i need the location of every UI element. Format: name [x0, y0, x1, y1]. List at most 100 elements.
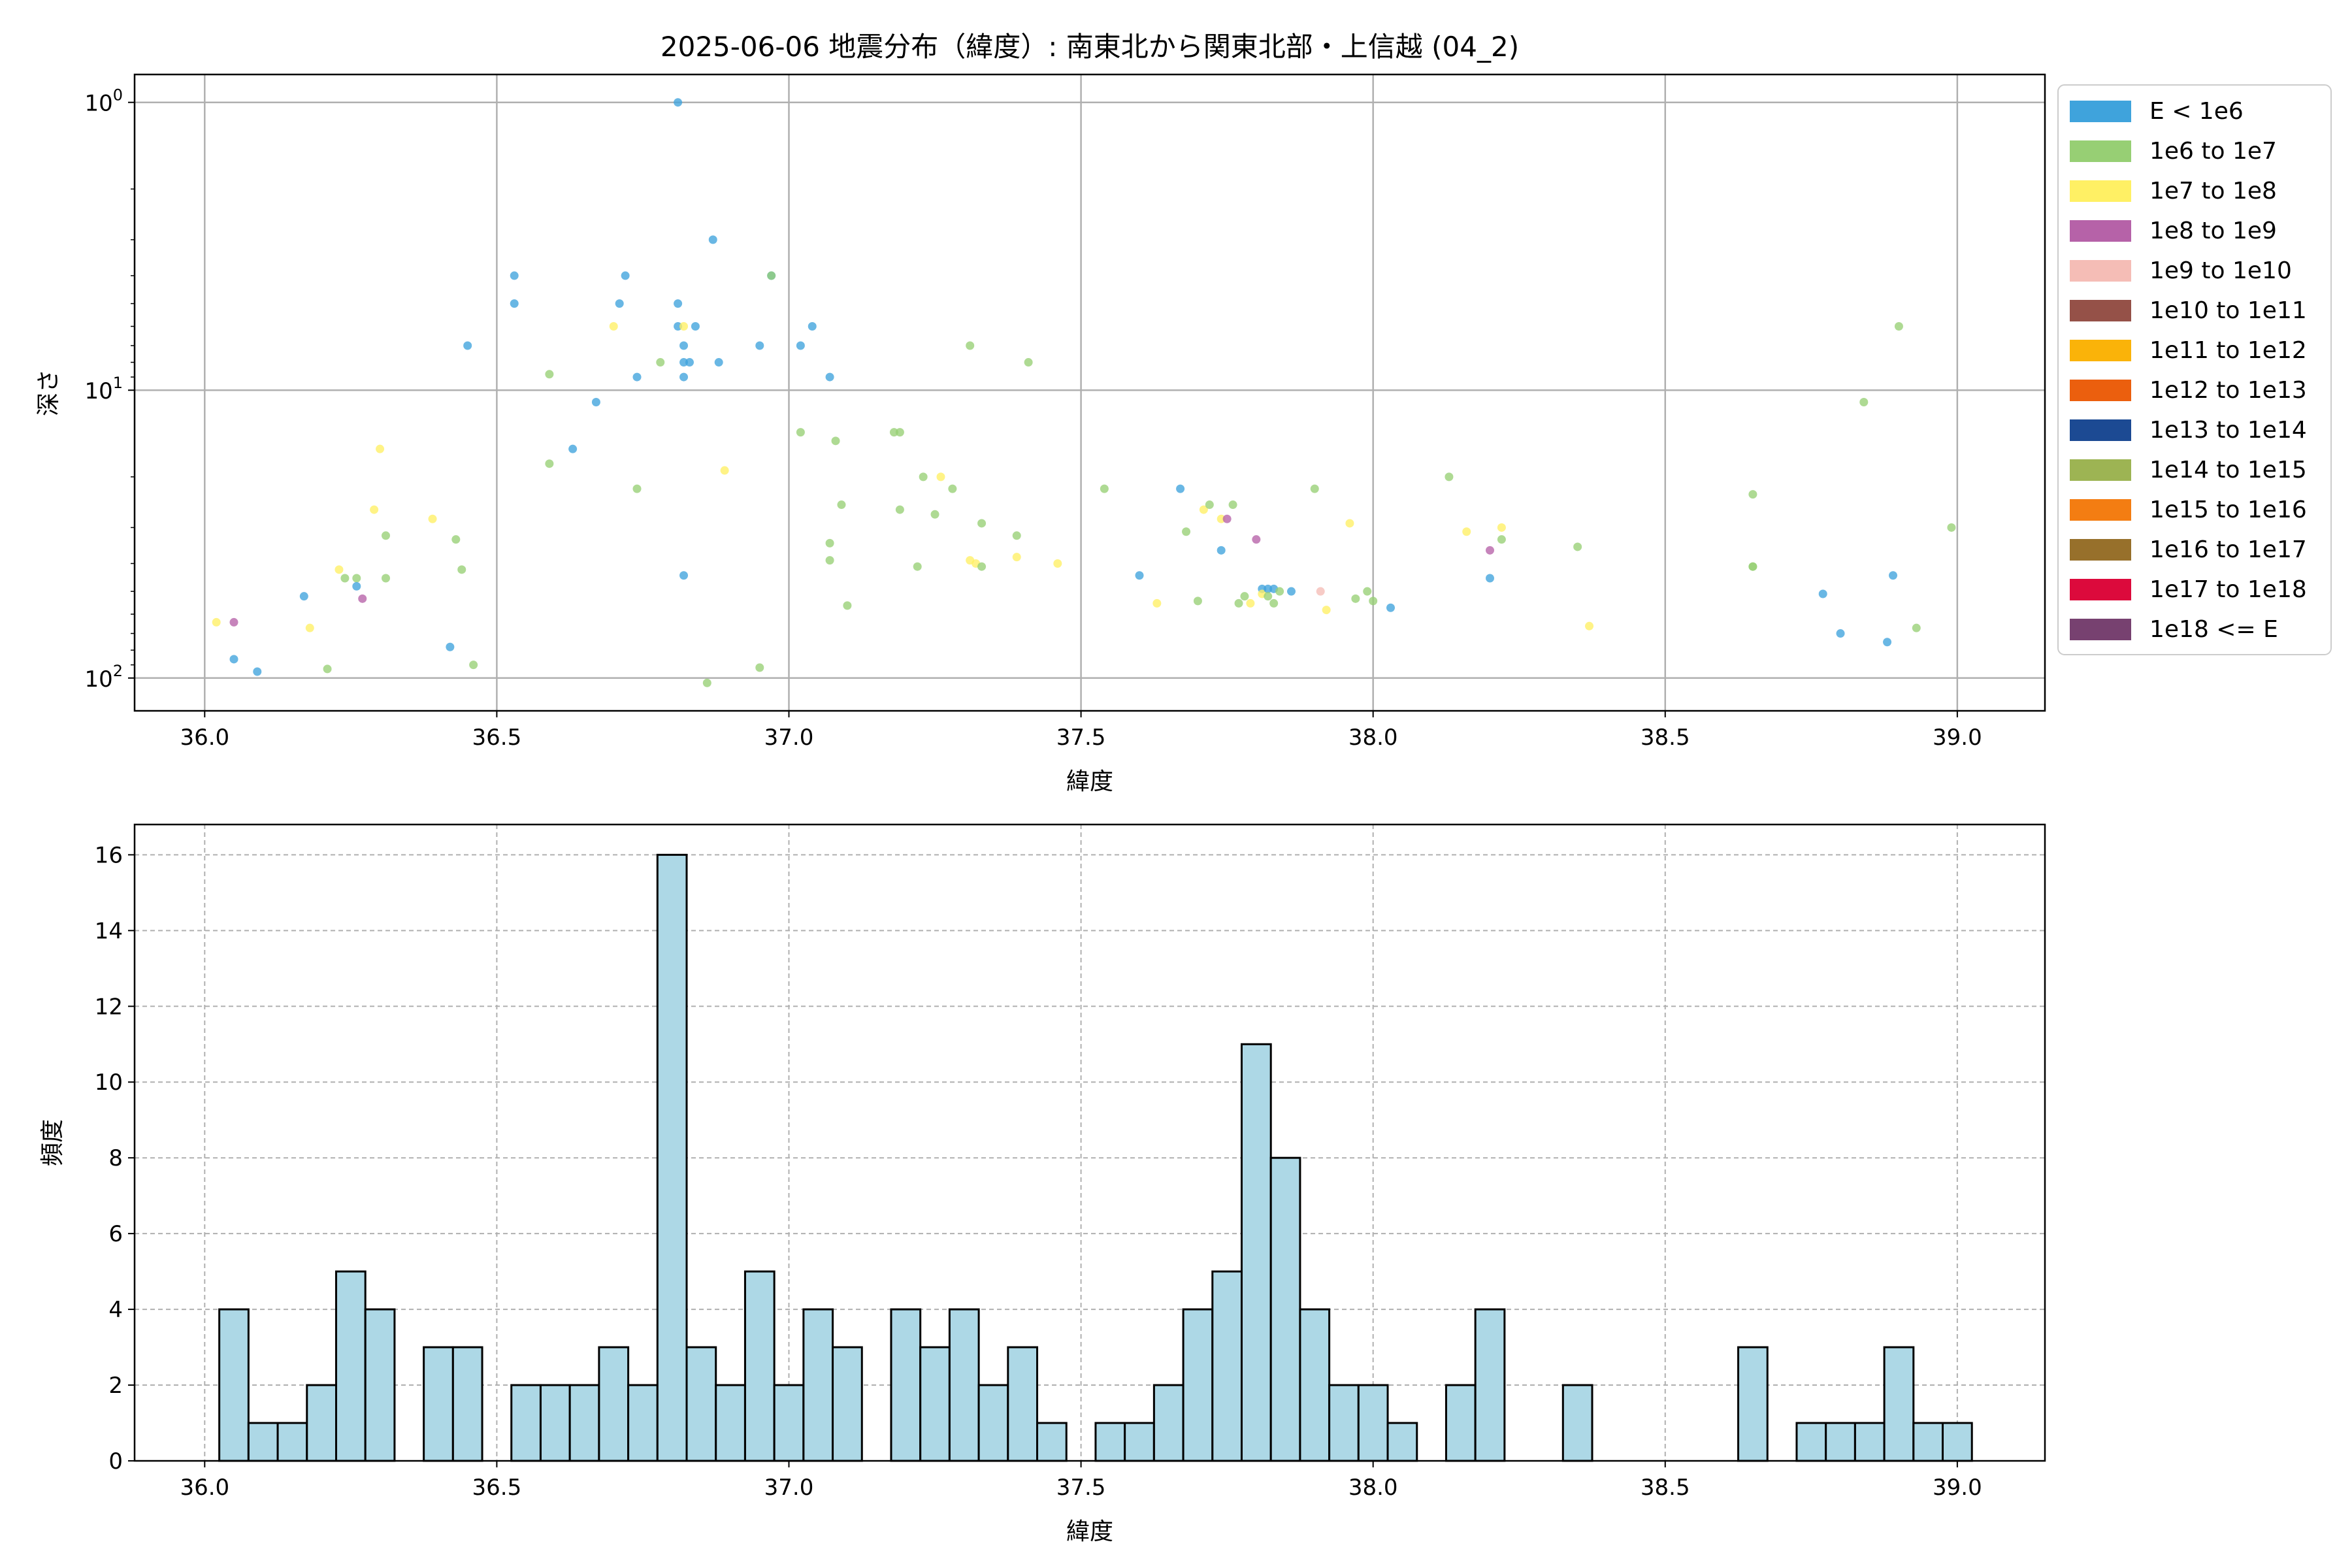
histogram-x-tick-label: 37.0	[764, 1475, 814, 1501]
histogram-bar	[832, 1346, 863, 1462]
scatter-point	[1310, 484, 1319, 493]
histogram-bar	[1182, 1308, 1214, 1462]
histogram-y-tick-label: 0	[108, 1448, 123, 1475]
scatter-point	[305, 623, 314, 632]
scatter-point	[615, 299, 624, 308]
scatter-point	[1912, 623, 1921, 632]
scatter-point	[545, 370, 554, 379]
legend-label: 1e14 to 1e15	[2149, 457, 2307, 483]
scatter-point	[1894, 322, 1903, 331]
scatter-point	[755, 341, 764, 350]
histogram-bar	[1737, 1346, 1769, 1462]
scatter-point	[1462, 527, 1471, 536]
histogram-bar	[451, 1346, 483, 1462]
scatter-point	[1883, 638, 1892, 647]
scatter-point	[382, 574, 391, 583]
scatter-point	[1246, 598, 1255, 608]
scatter-point	[808, 322, 817, 331]
scatter-point	[796, 428, 805, 437]
histogram-y-tick-label: 6	[108, 1221, 123, 1247]
scatter-point	[767, 271, 776, 280]
scatter-point	[1217, 546, 1226, 555]
legend-label: 1e13 to 1e14	[2149, 417, 2307, 444]
legend-swatch	[2070, 579, 2131, 600]
histogram-bar	[1474, 1308, 1506, 1462]
legend-swatch	[2070, 260, 2131, 282]
scatter-point	[1859, 397, 1869, 406]
scatter-point	[1445, 472, 1454, 482]
histogram-bar	[1240, 1043, 1272, 1462]
scatter-point	[1217, 514, 1226, 523]
scatter-point	[966, 341, 975, 350]
scatter-point	[936, 472, 945, 482]
histogram-bar	[1269, 1156, 1301, 1462]
histogram-bar	[1299, 1308, 1331, 1462]
scatter-point	[1264, 584, 1273, 593]
scatter-point	[1199, 505, 1208, 514]
histogram-x-tick-label: 38.0	[1348, 1475, 1398, 1501]
scatter-point	[1182, 527, 1191, 536]
scatter-point	[632, 372, 642, 382]
scatter-points	[212, 98, 1956, 687]
scatter-point	[691, 322, 700, 331]
scatter-point	[568, 444, 578, 453]
histogram-panel: 36.0 36.5 37.0 37.5 38.0 38.5 39.0 0 2 4 6 8 10 12 14…	[39, 823, 2046, 1545]
scatter-point	[229, 655, 238, 664]
histogram-bar	[598, 1346, 630, 1462]
histogram-bar	[1445, 1384, 1477, 1462]
scatter-point	[376, 444, 385, 453]
scatter-point	[977, 562, 987, 571]
scatter-point	[831, 436, 840, 446]
scatter-point	[1012, 531, 1021, 540]
scatter-point	[755, 663, 764, 672]
legend-label: 1e18 <= E	[2149, 616, 2278, 643]
histogram-y-tick-label: 12	[95, 994, 123, 1020]
histogram-bar	[802, 1308, 834, 1462]
scatter-point	[1748, 562, 1757, 571]
legend-swatch	[2070, 220, 2131, 242]
histogram-bar	[1152, 1384, 1184, 1462]
histogram-bar	[568, 1384, 600, 1462]
scatter-point	[1889, 571, 1898, 580]
scatter-point	[656, 358, 665, 367]
scatter-point	[428, 514, 437, 523]
scatter-grid	[135, 74, 2045, 711]
histogram-bar	[743, 1270, 776, 1462]
legend-frame	[2057, 84, 2332, 655]
scatter-y-tick-label: 101	[84, 374, 123, 404]
scatter-point	[720, 466, 729, 475]
histogram-y-tick-label: 2	[108, 1373, 123, 1399]
histogram-bar	[919, 1346, 951, 1462]
legend-label: E < 1e6	[2149, 98, 2244, 125]
histogram-bar	[627, 1384, 659, 1462]
scatter-x-ticks: 36.0 36.5 37.0 37.5 38.0 38.5 39.0	[180, 711, 1982, 751]
legend-label: 1e12 to 1e13	[2149, 377, 2307, 404]
scatter-point	[702, 678, 711, 687]
histogram-bar	[364, 1308, 396, 1462]
histogram-bar	[1124, 1422, 1155, 1462]
scatter-point	[1234, 598, 1243, 608]
histogram-frame	[133, 823, 2046, 1462]
scatter-point	[621, 271, 630, 280]
scatter-point	[1573, 542, 1582, 551]
histogram-bar	[1825, 1422, 1856, 1462]
scatter-y-tick-label: 102	[84, 662, 123, 693]
scatter-y-label: 深さ	[35, 369, 62, 416]
histogram-bar	[890, 1308, 922, 1462]
scatter-point	[1228, 500, 1237, 510]
scatter-point	[913, 562, 922, 571]
scatter-point	[679, 341, 689, 350]
histogram-bar	[1007, 1346, 1039, 1462]
scatter-point	[843, 601, 852, 610]
scatter-point	[1818, 589, 1827, 598]
scatter-point	[1497, 535, 1506, 544]
scatter-point	[895, 428, 904, 437]
scatter-point	[1053, 559, 1062, 568]
scatter-point	[1486, 574, 1495, 583]
histogram-bar	[715, 1384, 746, 1462]
histogram-y-tick-label: 10	[95, 1070, 123, 1096]
scatter-point	[352, 581, 361, 591]
scatter-point	[930, 510, 939, 519]
scatter-x-tick-label: 38.0	[1348, 725, 1398, 751]
scatter-point	[469, 661, 478, 670]
